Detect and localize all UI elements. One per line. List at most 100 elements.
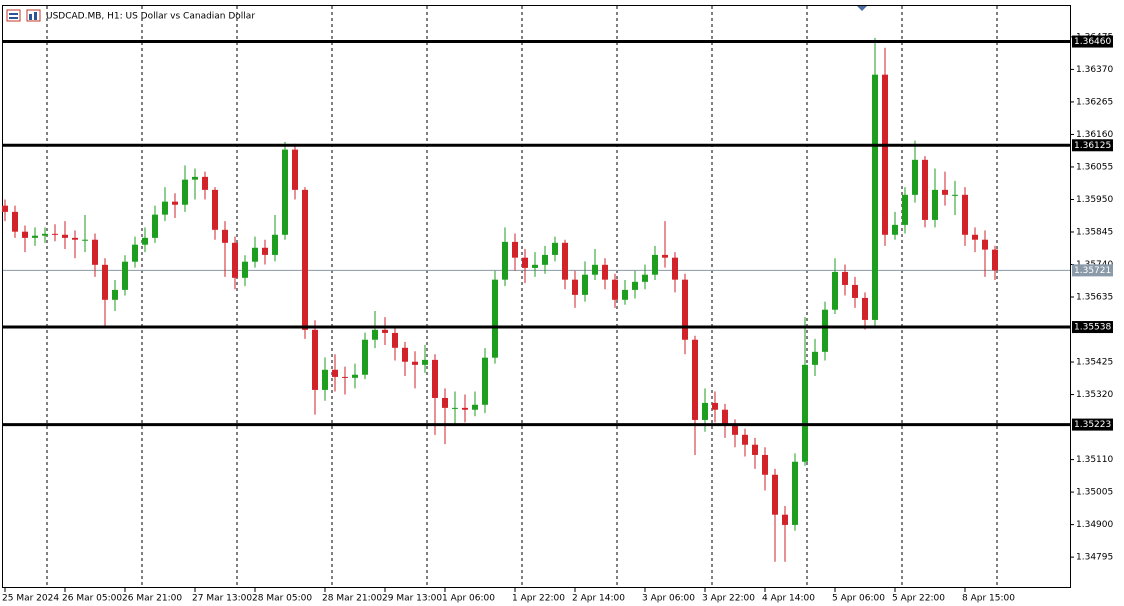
y-tick-label: 1.34900 bbox=[1076, 520, 1113, 530]
level-label: 1.35223 bbox=[1074, 420, 1111, 430]
x-tick-label: 8 Apr 15:00 bbox=[962, 594, 1015, 604]
x-tick-label: 27 Mar 13:00 bbox=[192, 594, 252, 604]
y-tick-label: 1.35425 bbox=[1076, 358, 1113, 368]
level-label-box bbox=[1072, 321, 1113, 334]
candle-body bbox=[722, 409, 728, 425]
candle-body bbox=[432, 359, 438, 398]
candle-body bbox=[872, 74, 878, 320]
level-label: 1.35538 bbox=[1074, 323, 1111, 333]
candle-body bbox=[462, 407, 468, 410]
shift-marker bbox=[857, 6, 867, 11]
y-tick-label: 1.35635 bbox=[1076, 293, 1113, 303]
candle-body bbox=[602, 264, 608, 280]
candle-body bbox=[322, 369, 328, 390]
candle-body bbox=[332, 369, 338, 377]
candle-body bbox=[682, 279, 688, 340]
candle-body bbox=[142, 237, 148, 245]
y-tick-label: 1.35005 bbox=[1076, 488, 1113, 498]
level-label-box bbox=[1072, 418, 1113, 431]
candle-body bbox=[382, 329, 388, 333]
level-label-box bbox=[1072, 35, 1113, 48]
candle-body bbox=[32, 235, 38, 238]
candle-body bbox=[262, 247, 268, 255]
x-tick-label: 28 Mar 05:00 bbox=[252, 594, 312, 604]
candle-body bbox=[252, 247, 258, 262]
candle-body bbox=[832, 271, 838, 310]
candle-body bbox=[992, 249, 998, 271]
candle-body bbox=[852, 284, 858, 298]
y-tick-label: 1.35110 bbox=[1076, 455, 1113, 465]
candle-body bbox=[182, 179, 188, 205]
candle-body bbox=[892, 224, 898, 235]
x-tick-label: 29 Mar 13:00 bbox=[382, 594, 442, 604]
x-tick-label: 5 Apr 22:00 bbox=[892, 594, 945, 604]
candle-body bbox=[132, 244, 138, 262]
candle-body bbox=[372, 329, 378, 340]
candle-body bbox=[242, 261, 248, 278]
candle-body bbox=[802, 364, 808, 462]
candle-body bbox=[742, 434, 748, 445]
candle-body bbox=[342, 376, 348, 378]
candle-body bbox=[792, 461, 798, 525]
candle-body bbox=[642, 274, 648, 282]
candle-body bbox=[402, 347, 408, 362]
candle-body bbox=[492, 279, 498, 358]
candle-body bbox=[102, 264, 108, 300]
candle-body bbox=[52, 233, 58, 235]
current-price-box bbox=[1072, 264, 1113, 277]
candle-body bbox=[152, 214, 158, 238]
x-tick-label: 2 Apr 14:00 bbox=[572, 594, 625, 604]
candle-body bbox=[362, 339, 368, 375]
candle-body bbox=[12, 211, 18, 232]
candle-body bbox=[212, 189, 218, 230]
candle-body bbox=[232, 242, 238, 278]
candle-body bbox=[292, 149, 298, 190]
candle-body bbox=[732, 424, 738, 435]
candle-body bbox=[662, 254, 668, 258]
candle-body bbox=[652, 254, 658, 275]
candle-body bbox=[812, 351, 818, 365]
candle-body bbox=[972, 234, 978, 240]
candle-body bbox=[72, 237, 78, 240]
candle-body bbox=[772, 474, 778, 515]
x-tick-label: 1 Apr 22:00 bbox=[512, 594, 565, 604]
candle-body bbox=[482, 357, 488, 405]
candle-body bbox=[272, 234, 278, 255]
candle-body bbox=[712, 402, 718, 410]
candle-body bbox=[912, 159, 918, 195]
level-label: 1.36460 bbox=[1074, 37, 1111, 47]
title-icons bbox=[6, 9, 41, 22]
x-tick-label: 26 Mar 21:00 bbox=[122, 594, 182, 604]
candle-body bbox=[632, 281, 638, 290]
candle-body bbox=[752, 444, 758, 455]
plot-frame bbox=[2, 5, 1071, 588]
candle-body bbox=[312, 329, 318, 390]
candle-body bbox=[392, 332, 398, 348]
y-tick-label: 1.35950 bbox=[1076, 195, 1113, 205]
candle-body bbox=[612, 279, 618, 300]
candle-body bbox=[422, 359, 428, 365]
candle-body bbox=[522, 257, 528, 268]
candle-body bbox=[112, 289, 118, 300]
candle-body bbox=[882, 74, 888, 235]
candle-body bbox=[822, 309, 828, 352]
candle-body bbox=[502, 241, 508, 280]
candle-body bbox=[352, 374, 358, 378]
candle-body bbox=[222, 229, 228, 243]
x-tick-label: 28 Mar 21:00 bbox=[322, 594, 382, 604]
candle-body bbox=[512, 241, 518, 258]
candle-body bbox=[192, 176, 198, 180]
candle-body bbox=[452, 407, 458, 409]
y-tick-label: 1.34795 bbox=[1076, 553, 1113, 563]
x-tick-label: 5 Apr 06:00 bbox=[832, 594, 885, 604]
candle-body bbox=[952, 194, 958, 196]
candle-body bbox=[552, 242, 558, 255]
candle-body bbox=[922, 159, 928, 220]
chart-title: USDCAD.MB, H1: US Dollar vs Canadian Dol… bbox=[46, 12, 255, 22]
candle-body bbox=[62, 234, 68, 238]
y-tick-label: 1.36160 bbox=[1076, 130, 1113, 140]
candle-body bbox=[762, 454, 768, 475]
x-tick-label: 25 Mar 2024 bbox=[2, 594, 59, 604]
candle-body bbox=[782, 514, 788, 525]
candle-body bbox=[622, 289, 628, 300]
